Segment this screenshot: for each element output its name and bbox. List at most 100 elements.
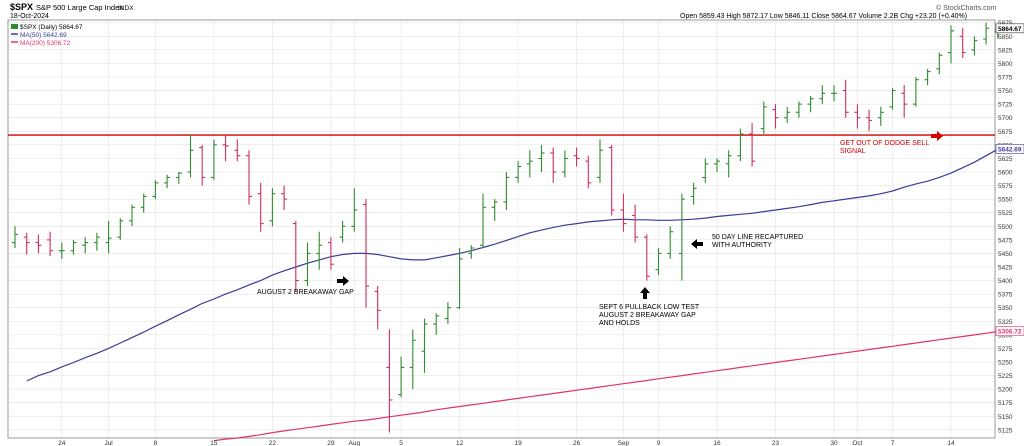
last-price-tag-box	[995, 23, 1024, 34]
ohlc-bar	[643, 234, 650, 281]
ohlc-bar	[714, 158, 720, 172]
y-tick-label: 5525	[998, 210, 1013, 217]
ohlc-bar	[351, 188, 358, 232]
ohlc-bar	[292, 220, 299, 292]
x-tick-label: 15	[210, 440, 218, 446]
y-tick-label: 5850	[998, 34, 1013, 41]
ohlc-bar	[866, 109, 873, 132]
ohlc-bar	[690, 182, 697, 205]
exchange-label: INDX	[118, 5, 134, 12]
ohlc-bar	[480, 193, 486, 248]
ohlc-bar	[433, 313, 440, 335]
ma-recaptured-line2: WITH AUTHORITY	[712, 242, 772, 249]
y-tick-label: 5750	[998, 88, 1013, 95]
y-tick-label: 5575	[998, 183, 1013, 190]
x-tick-label: 24	[58, 440, 66, 446]
y-tick-label: 5225	[998, 373, 1013, 380]
ohlc-bar	[538, 144, 545, 172]
ohlc-bar	[819, 85, 826, 105]
ohlc-bar	[678, 193, 685, 281]
ohlc-bar	[515, 161, 522, 183]
ohlc-bar	[959, 28, 966, 58]
x-tick-label: 22	[269, 440, 277, 446]
y-tick-label: 5150	[998, 414, 1013, 421]
ma50-tag: 5642.69	[998, 146, 1022, 153]
ohlc-bar	[152, 180, 159, 200]
ohlc-bars	[12, 22, 1001, 433]
ohlc-bar	[912, 77, 919, 107]
ohlc-bar	[175, 172, 182, 184]
ohlc-bar	[386, 329, 393, 433]
x-tick-label: 23	[772, 440, 780, 446]
ohlc-bar	[491, 199, 498, 221]
ohlc-summary: Open 5859.43 High 5872.17 Low 5846.11 Cl…	[680, 13, 967, 20]
ohlc-bar	[901, 85, 908, 118]
ohlc-bar	[421, 318, 428, 373]
ohlc-bar	[948, 25, 954, 64]
ohlc-bar	[187, 134, 194, 178]
y-tick-label: 5275	[998, 346, 1013, 353]
x-tick-label: 5	[399, 440, 403, 446]
x-tick-label: 29	[327, 440, 335, 446]
x-tick-label: 14	[947, 440, 955, 446]
ohlc-bar	[667, 226, 674, 259]
ohlc-bar	[737, 128, 744, 162]
ma50-tag-box	[995, 144, 1024, 154]
ma50-line	[26, 148, 999, 382]
y-tick-label: 5800	[998, 61, 1013, 68]
up-arrow-icon	[640, 287, 650, 299]
ohlc-bar	[246, 150, 252, 205]
legend-ma200: MA(200) 5306.72	[20, 40, 71, 47]
ohlc-bar	[444, 302, 451, 324]
sept6-label-line2: AUGUST 2 BREAKAWAY GAP	[599, 312, 696, 319]
x-tick-label: 12	[456, 440, 464, 446]
x-tick-label: Sep	[618, 440, 630, 446]
y-tick-label: 5125	[998, 427, 1013, 434]
x-axis: 24 Jul 8 15 22 29 Aug 5 12 19 26 Sep 9 16 23 30 Oct 7 14	[58, 440, 955, 446]
ohlc-bar	[924, 68, 931, 86]
ohlc-bar	[655, 248, 662, 276]
ohlc-bar	[269, 188, 276, 227]
ohlc-bar	[526, 150, 533, 178]
ma50-series	[26, 148, 999, 382]
plot-frame	[7, 19, 996, 439]
right-arrow-icon	[337, 276, 349, 286]
ohlc-bar	[620, 193, 627, 232]
ohlc-bar	[339, 220, 346, 243]
ohlc-bar	[854, 104, 861, 129]
legend: $SPX (Daily) 5864.67 MA(50) 5642.69 MA(2…	[11, 24, 83, 47]
legend-price-swatch	[11, 24, 18, 29]
ohlc-bar	[983, 22, 990, 45]
ohlc-bar	[47, 231, 54, 257]
x-tick-label: 9	[657, 440, 661, 446]
y-tick-label: 5550	[998, 197, 1013, 204]
date-label: 18-Oct-2024	[10, 13, 49, 20]
y-tick-label: 5500	[998, 224, 1013, 231]
ohlc-bar	[82, 237, 89, 254]
ohlc-bar	[795, 101, 802, 118]
ohlc-bar	[398, 356, 405, 398]
ohlc-bar	[772, 104, 779, 129]
ohlc-bar	[105, 220, 112, 254]
x-tick-label: Oct	[852, 440, 862, 446]
x-tick-label: 19	[514, 440, 522, 446]
ohlc-bar	[608, 144, 615, 216]
ohlc-bar	[550, 147, 557, 183]
y-tick-label: 5400	[998, 278, 1013, 285]
index-name: S&P 500 Large Cap Index	[36, 3, 123, 12]
y-tick-label: 5175	[998, 400, 1013, 407]
ohlc-bar	[58, 242, 65, 259]
y-tick-label: 5700	[998, 115, 1013, 122]
ohlc-bar	[468, 245, 475, 259]
sept6-label-line1: SEPT 6 PULLBACK LOW TEST	[599, 304, 700, 311]
x-tick-label: 26	[573, 440, 581, 446]
price-tags: 5864.67 5642.69 5306.72	[995, 23, 1024, 337]
ohlc-bar	[573, 147, 580, 167]
x-tick-label: Jul	[104, 440, 113, 446]
ohlc-bar	[632, 204, 639, 243]
y-axis: 5125515051755200522552505275530053255350…	[998, 20, 1013, 434]
ohlc-bar	[70, 239, 77, 255]
y-tick-label: 5625	[998, 156, 1013, 163]
left-arrow-icon	[691, 239, 703, 249]
